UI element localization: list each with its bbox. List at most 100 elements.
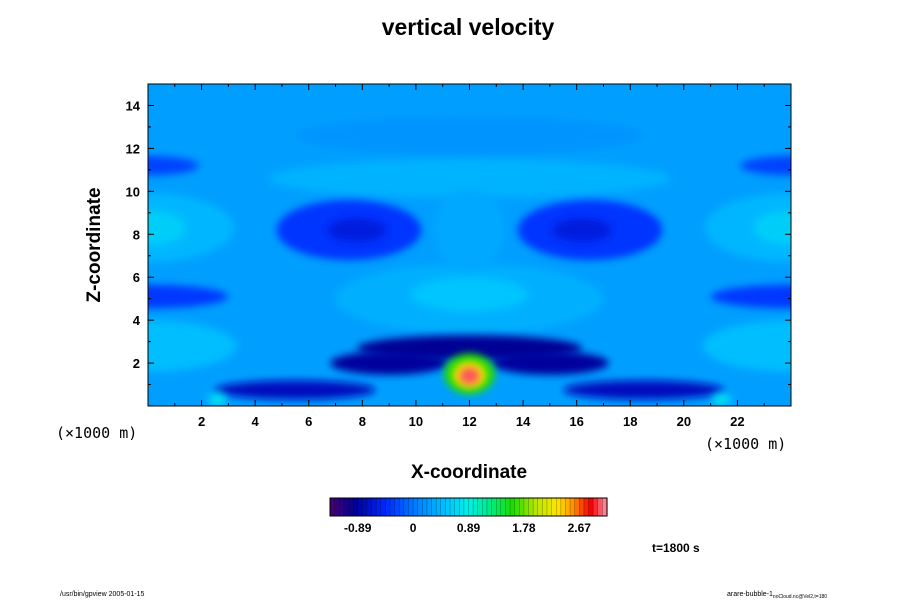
colorbar-frame [329, 497, 608, 517]
colorbar-segment [417, 498, 423, 516]
x-tick-label: 22 [730, 414, 744, 429]
colorbar-segment [496, 498, 502, 516]
colorbar-segment [463, 498, 470, 516]
heatmap-blob [214, 380, 376, 400]
colorbar-segment [394, 498, 400, 516]
y-tick-label: 2 [133, 356, 140, 371]
heatmap-blob [702, 320, 791, 372]
colorbar-tick-label: 2.67 [568, 521, 592, 535]
heatmap-blob [563, 380, 725, 400]
heatmap-blob [552, 218, 612, 242]
colorbar-segment [399, 498, 405, 516]
time-label: t=1800 s [652, 541, 700, 555]
colorbar-segment [546, 498, 553, 516]
heatmap-blob [208, 393, 228, 406]
colorbar-segment [380, 498, 386, 516]
colorbar-segment [528, 498, 534, 516]
colorbar-segment [477, 498, 483, 516]
colorbar-segment [339, 498, 345, 516]
x-axis-title: X-coordinate [411, 462, 527, 483]
colorbar-segment [426, 498, 433, 516]
footer-right-main: arare-bubble-1 [727, 591, 773, 598]
colorbar-segment [330, 498, 336, 516]
colorbar-segment [486, 498, 493, 516]
colorbar-segment [366, 498, 373, 516]
y-tick-label: 10 [126, 184, 140, 199]
heatmap-field [148, 84, 791, 406]
colorbar-segment [542, 498, 548, 516]
colorbar-segment [440, 498, 447, 516]
colorbar-segment [343, 498, 350, 516]
colorbar-segment [491, 498, 497, 516]
colorbar-segment [445, 498, 451, 516]
x-tick-label: 14 [516, 414, 531, 429]
colorbar-segment [436, 498, 442, 516]
x-tick-label: 8 [359, 414, 366, 429]
colorbar-segment [450, 498, 456, 516]
x-tick-label: 6 [305, 414, 312, 429]
colorbar-segment [533, 498, 539, 516]
colorbar-segment [482, 498, 488, 516]
x-tick-label: 2 [198, 414, 205, 429]
heatmap-blob [710, 284, 791, 309]
colorbar-segment [551, 498, 557, 516]
colorbar-tick-label: 1.78 [512, 521, 536, 535]
footer-right-sub: noCloud.nc@Vel2,t=180 [773, 594, 827, 600]
y-tick-label: 4 [133, 313, 141, 328]
heatmap-blob [711, 393, 731, 406]
heatmap-blob [148, 284, 229, 309]
y-axis-title: Z-coordinate [84, 187, 105, 302]
y-axis: 2 4 6 8 10 12 14 [126, 98, 791, 386]
colorbar-segment [579, 498, 585, 516]
heatmap-blob [753, 210, 791, 245]
colorbar-segment [537, 498, 543, 516]
x-unit-label: (×1000 m) [705, 435, 786, 453]
heatmap-blob [148, 320, 237, 372]
colorbar-segment [371, 498, 377, 516]
colorbar-segment [510, 498, 516, 516]
colorbar-segment [565, 498, 571, 516]
chart-title: vertical velocity [381, 14, 555, 40]
x-tick-label: 20 [677, 414, 691, 429]
colorbar-segment [523, 498, 530, 516]
colorbar-segment [500, 498, 507, 516]
x-axis: 2 4 6 8 10 12 14 16 18 20 22 [174, 84, 765, 429]
colorbar-segment [385, 498, 391, 516]
heatmap-blob [148, 193, 234, 263]
colorbar-segment [413, 498, 419, 516]
colorbar-segment [588, 498, 594, 516]
heatmap-blob [410, 277, 529, 312]
colorbar-segment [454, 498, 460, 516]
x-tick-label: 10 [409, 414, 423, 429]
colorbar-segment [468, 498, 474, 516]
colorbar-tick-label: 0 [410, 521, 417, 535]
colorbar-segment [390, 498, 396, 516]
colorbar-segment [334, 498, 340, 516]
colorbar-segment [570, 498, 576, 516]
y-tick-label: 6 [133, 270, 140, 285]
heatmap-blob [459, 367, 480, 385]
colorbar-segment [422, 498, 428, 516]
colorbar-segment [353, 498, 359, 516]
footer-left: /usr/bin/gpview 2005-01-15 [60, 591, 145, 598]
colorbar [330, 498, 608, 516]
heatmap-blob [740, 155, 791, 176]
colorbar-segment [597, 498, 603, 516]
heatmap-blob [327, 218, 387, 242]
x-tick-label: 12 [462, 414, 476, 429]
x-tick-label: 16 [569, 414, 583, 429]
colorbar-segment [357, 498, 363, 516]
heatmap-blob [330, 351, 449, 375]
colorbar-segment [519, 498, 525, 516]
colorbar-segment [556, 498, 562, 516]
heatmap-blob [148, 210, 186, 245]
colorbar-segment [514, 498, 520, 516]
heatmap-blob [148, 155, 199, 176]
footer-right: arare-bubble-1noCloud.nc@Vel2,t=180 [727, 591, 827, 600]
y-tick-label: 14 [126, 98, 141, 113]
colorbar-segment [362, 498, 368, 516]
colorbar-segment [593, 498, 599, 516]
colorbar-labels: -0.89 0 0.89 1.78 2.67 [344, 521, 591, 535]
heatmap-blob [434, 189, 505, 271]
